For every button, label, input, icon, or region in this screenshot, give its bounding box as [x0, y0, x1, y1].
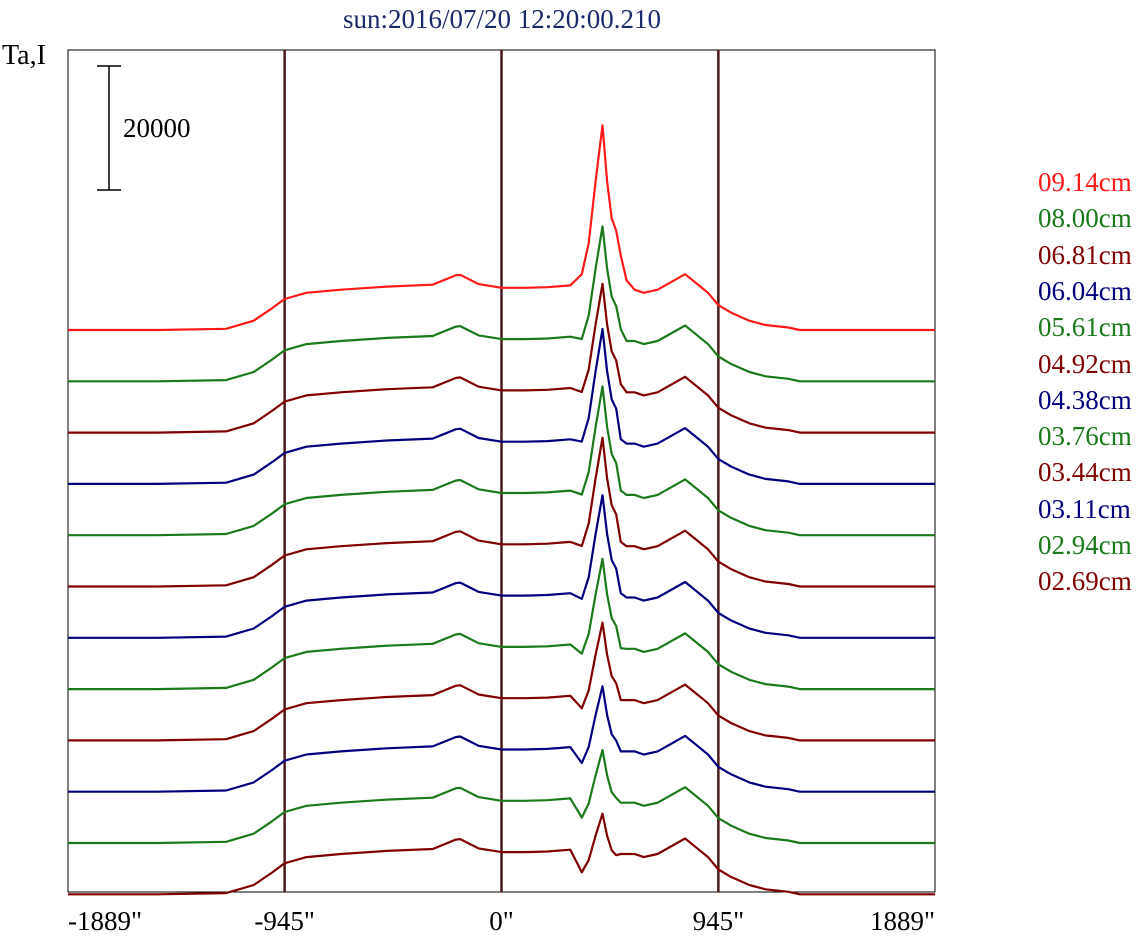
series-line-03.44cm: [68, 621, 935, 742]
x-tick-label-2: 0": [489, 906, 514, 936]
legend-item-03.11cm: 03.11cm: [1038, 493, 1131, 524]
legend-item-02.69cm: 02.69cm: [1038, 566, 1132, 597]
x-tick-label-4: 1889": [870, 906, 935, 936]
x-tick-label-3: 945": [693, 906, 745, 936]
scale-bar-label: 20000: [123, 113, 191, 143]
legend-item-09.14cm: 09.14cm: [1038, 167, 1132, 197]
series-line-05.61cm: [68, 385, 935, 537]
legend-item-03.44cm: 03.44cm: [1038, 457, 1132, 488]
x-tick-label-1: -945": [254, 906, 315, 936]
series-line-02.69cm: [68, 812, 935, 896]
series-line-03.76cm: [68, 557, 935, 691]
series-line-09.14cm: [68, 124, 935, 332]
series-line-03.11cm: [68, 685, 935, 793]
series-line-06.81cm: [68, 282, 935, 434]
legend-item-06.81cm: 06.81cm: [1038, 239, 1132, 270]
series-line-06.04cm: [68, 327, 935, 485]
vertical-lines: [283, 50, 720, 892]
legend-item-02.94cm: 02.94cm: [1038, 530, 1132, 560]
series-group: [68, 124, 935, 896]
x-tick-labels: -1889" -945" 0" 945" 1889": [68, 906, 935, 936]
chart-title: sun:2016/07/20 12:20:00.210: [342, 4, 661, 34]
y-axis-label: Ta,I: [2, 40, 46, 71]
series-line-04.38cm: [68, 494, 935, 639]
legend-item-06.04cm: 06.04cm: [1038, 275, 1132, 306]
series-line-04.92cm: [68, 436, 935, 588]
scale-bar: 20000: [97, 65, 191, 191]
legend-item-04.92cm: 04.92cm: [1038, 348, 1132, 379]
legend-item-03.76cm: 03.76cm: [1038, 421, 1132, 452]
legend-item-05.61cm: 05.61cm: [1038, 312, 1132, 343]
series-line-02.94cm: [68, 748, 935, 845]
legend-item-08.00cm: 08.00cm: [1038, 203, 1132, 234]
legend-item-04.38cm: 04.38cm: [1038, 384, 1132, 415]
x-tick-label-0: -1889": [68, 906, 142, 936]
series-line-08.00cm: [68, 225, 935, 383]
